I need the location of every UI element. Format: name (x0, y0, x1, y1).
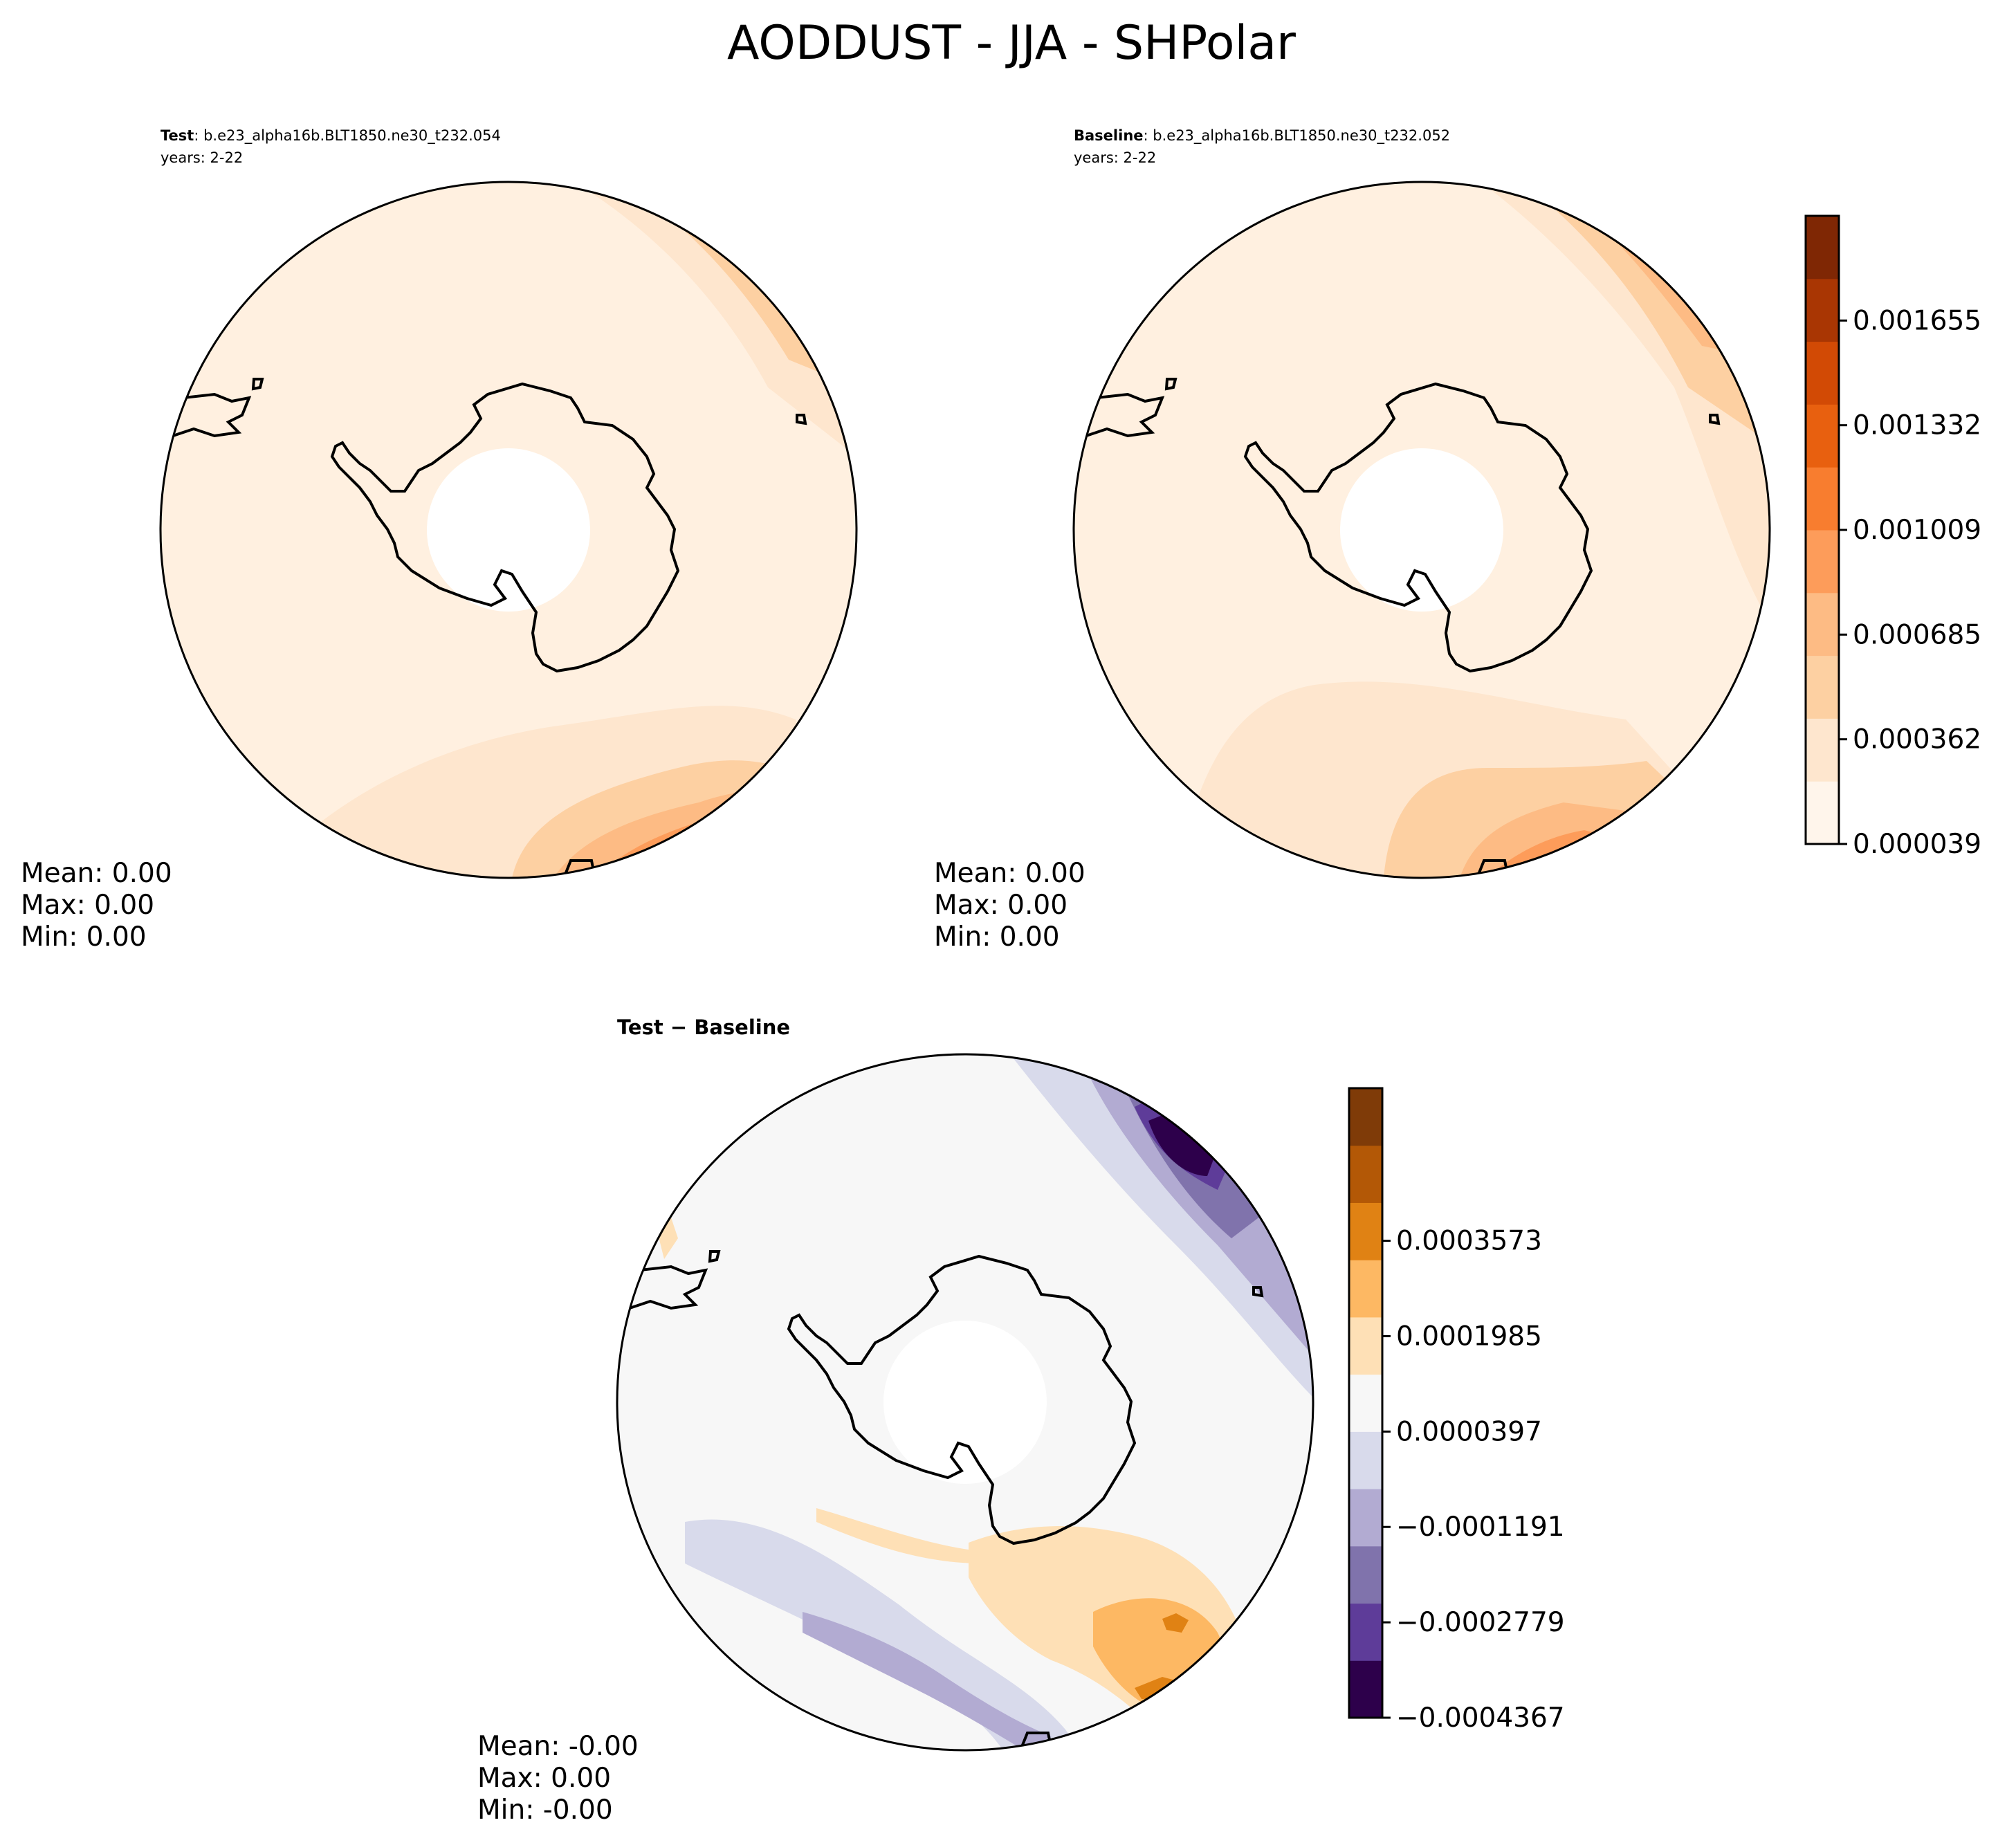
colorbar-top-swatch (1806, 781, 1839, 845)
colorbar-diff-swatch (1349, 1088, 1382, 1146)
colorbar-top-swatch (1806, 278, 1839, 342)
diff-max: Max: 0.00 (477, 1763, 611, 1794)
colorbar-diff-swatch (1349, 1545, 1382, 1604)
colorbar-top-swatch (1806, 341, 1839, 405)
colorbar-diff-frame (1348, 1087, 1384, 1719)
baseline-header: Baseline: b.e23_alpha16b.BLT1850.ne30_t2… (1074, 127, 1450, 145)
test-map (161, 182, 856, 878)
baseline-case: : b.e23_alpha16b.BLT1850.ne30_t232.052 (1144, 127, 1451, 145)
colorbar-diff-swatch (1349, 1603, 1382, 1661)
colorbar-top-tick-label: 0.001009 (1853, 515, 1981, 546)
colorbar-top: 0.000039 0.000362 0.000685 0.001009 0.001332… (1804, 214, 1981, 860)
baseline-mean: Mean: 0.00 (934, 858, 1085, 889)
colorbar-top-tick-label: 0.000685 (1853, 619, 1981, 650)
colorbar-diff-swatch (1349, 1660, 1382, 1718)
diff-map (617, 1054, 1313, 1750)
baseline-map (1074, 182, 1770, 878)
baseline-min: Min: 0.00 (934, 921, 1060, 953)
colorbar-diff-swatch (1349, 1431, 1382, 1489)
colorbar-top-tick-label: 0.000362 (1853, 724, 1981, 755)
figure-title: AODDUST - JJA - SHPolar (727, 16, 1296, 71)
colorbar-top-swatch (1806, 467, 1839, 531)
colorbar-diff-swatch (1349, 1316, 1382, 1375)
colorbar-diff-tick-label: 0.0001985 (1396, 1321, 1542, 1352)
test-years: years: 2-22 (161, 149, 243, 166)
colorbar-top-swatch (1806, 216, 1839, 279)
diff-min: Min: -0.00 (477, 1794, 613, 1826)
baseline-years: years: 2-22 (1074, 149, 1156, 166)
colorbar-diff-swatch (1349, 1489, 1382, 1547)
colorbar-top-swatch (1806, 530, 1839, 594)
colorbar-top-tick-label: 0.000039 (1853, 829, 1981, 860)
diff-label: Test − Baseline (617, 1016, 790, 1039)
diff-panel: Test − Baseline (477, 1016, 1314, 1826)
baseline-max: Max: 0.00 (934, 890, 1067, 921)
diff-mean: Mean: -0.00 (477, 1731, 639, 1762)
colorbar-diff-tick-label: 0.0003573 (1396, 1226, 1542, 1257)
colorbar-diff-swatch (1349, 1374, 1382, 1432)
colorbar-diff-tick-label: −0.0002779 (1396, 1607, 1565, 1638)
test-mean: Mean: 0.00 (21, 858, 172, 889)
colorbar-top-tick-label: 0.001655 (1853, 305, 1981, 336)
test-case: : b.e23_alpha16b.BLT1850.ne30_t232.054 (194, 127, 501, 145)
colorbar-top-swatch (1806, 655, 1839, 719)
test-max: Max: 0.00 (21, 890, 154, 921)
colorbar-top-tick-label: 0.001332 (1853, 410, 1981, 441)
test-min: Min: 0.00 (21, 921, 147, 953)
colorbar-diff-tick-label: −0.0001191 (1396, 1512, 1565, 1543)
colorbar-diff-swatch (1349, 1260, 1382, 1318)
colorbar-diff-tick-label: −0.0004367 (1396, 1702, 1565, 1734)
test-panel: Test: b.e23_alpha16b.BLT1850.ne30_t232.0… (21, 127, 858, 953)
test-header: Test: b.e23_alpha16b.BLT1850.ne30_t232.0… (161, 127, 501, 145)
colorbar-diff: −0.0004367 −0.0002779 −0.0001191 0.0000397 0… (1348, 1087, 1565, 1734)
colorbar-top-swatch (1806, 404, 1839, 468)
colorbar-diff-swatch (1349, 1145, 1382, 1203)
colorbar-diff-tick-label: 0.0000397 (1396, 1416, 1542, 1447)
colorbar-top-swatch (1806, 718, 1839, 782)
colorbar-diff-swatch (1349, 1202, 1382, 1260)
test-label: Test (161, 127, 194, 144)
baseline-label: Baseline (1074, 127, 1144, 144)
baseline-panel: Baseline: b.e23_alpha16b.BLT1850.ne30_t2… (934, 127, 1771, 953)
colorbar-top-swatch (1806, 592, 1839, 657)
